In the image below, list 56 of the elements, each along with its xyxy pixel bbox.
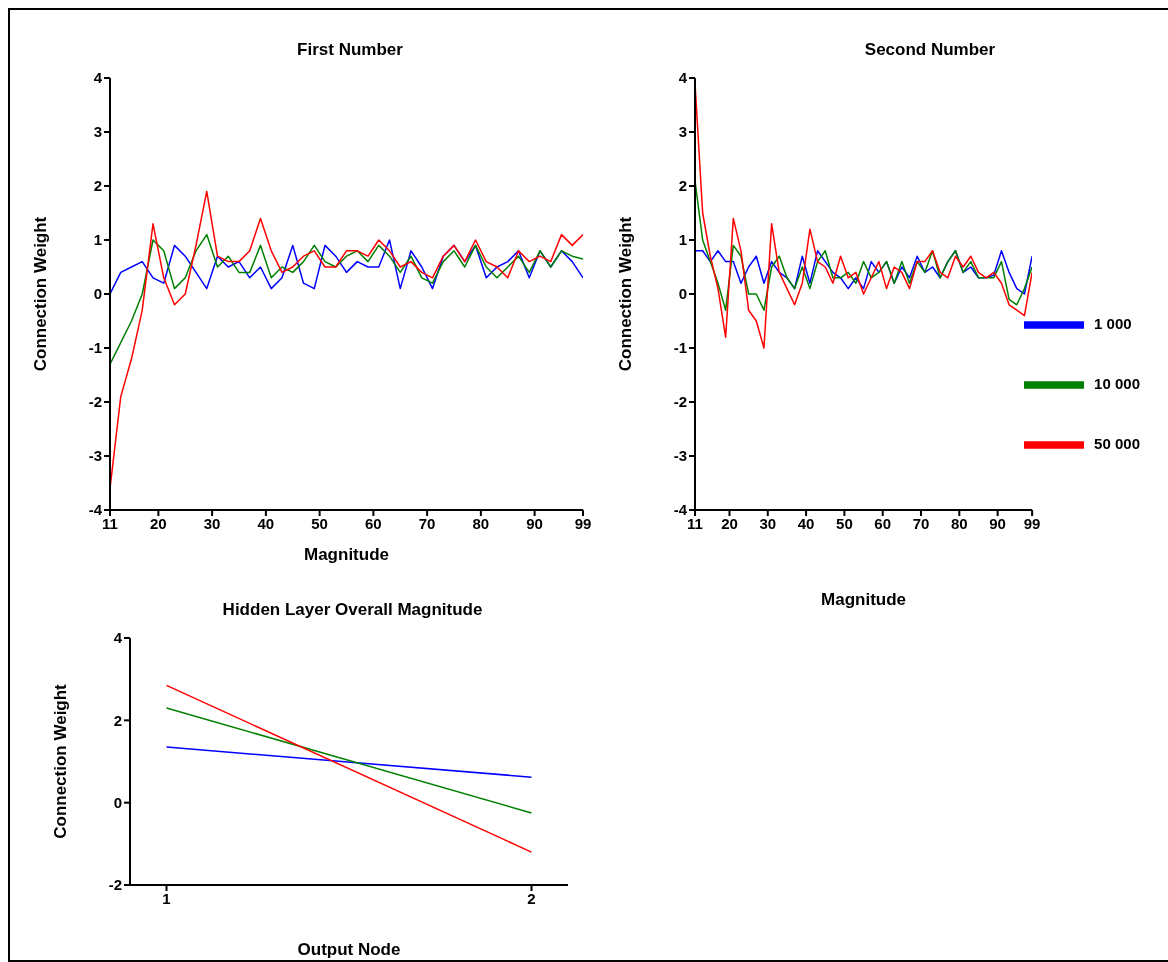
x-tick-label: 50: [311, 514, 328, 532]
x-tick-label: 60: [874, 514, 892, 532]
x-tick-label: 30: [203, 514, 221, 532]
x-tick-label: 90: [989, 514, 1006, 532]
y-axis-title: Connection Weight: [51, 683, 71, 839]
y-tick-label: 0: [93, 285, 102, 303]
y-tick-label: 2: [93, 177, 102, 195]
y-axis-title: Connection Weight: [616, 216, 636, 372]
x-tick-label: 70: [912, 514, 930, 532]
x-tick-label: 99: [574, 514, 592, 532]
y-axis-title: Connection Weight: [31, 216, 51, 372]
x-tick-label: 40: [257, 514, 275, 532]
y-tick-label: 4: [113, 629, 123, 647]
x-tick-label: 40: [797, 514, 815, 532]
line-series: [110, 239, 583, 295]
chart-title: Second Number: [863, 40, 997, 60]
y-tick-label: 2: [678, 177, 687, 195]
legend-label: 1 000: [1094, 314, 1132, 332]
x-tick-label: 20: [150, 514, 167, 532]
y-tick-label: 3: [93, 123, 102, 141]
y-tick-label: 4: [93, 69, 103, 87]
y-tick-label: 1: [93, 231, 102, 249]
y-tick-label: -3: [88, 447, 102, 465]
chart-title: Hidden Layer Overall Magnitude: [221, 600, 484, 620]
y-tick-label: 4: [678, 69, 688, 87]
y-tick-label: -1: [673, 339, 687, 357]
y-tick-label: 2: [113, 711, 122, 729]
y-tick-label: -3: [673, 447, 687, 465]
y-tick-label: 3: [678, 123, 687, 141]
x-axis-title: Magnitude: [304, 545, 389, 564]
x-tick-label: 90: [526, 514, 543, 532]
x-tick-label: 11: [102, 514, 118, 532]
y-tick-label: -2: [88, 393, 102, 411]
x-tick-label: 60: [365, 514, 382, 532]
x-tick-label: 70: [418, 514, 436, 532]
x-tick-label: 30: [759, 514, 777, 532]
y-tick-label: 1: [678, 231, 687, 249]
x-tick-label: 99: [1023, 514, 1041, 532]
x-tick-label: 20: [721, 514, 738, 532]
x-tick-label: 50: [836, 514, 853, 532]
y-tick-label: 0: [678, 285, 687, 303]
y-tick-label: -4: [88, 501, 103, 519]
y-tick-label: -1: [88, 339, 102, 357]
y-tick-label: -4: [673, 501, 688, 519]
chart-title: First Number: [296, 40, 404, 60]
x-tick-label: 11: [687, 514, 703, 532]
legend-label: 50 000: [1094, 434, 1140, 452]
x-axis-title: Magnitude: [821, 590, 907, 609]
y-tick-label: -2: [108, 876, 122, 894]
x-axis-title: Output Node: [297, 940, 401, 959]
y-tick-label: 0: [113, 793, 122, 811]
legend-label: 10 000: [1094, 374, 1140, 392]
x-tick-label: 80: [950, 514, 968, 532]
y-tick-label: -2: [673, 393, 687, 411]
line-series: [110, 233, 583, 365]
x-tick-label: 80: [472, 514, 490, 532]
